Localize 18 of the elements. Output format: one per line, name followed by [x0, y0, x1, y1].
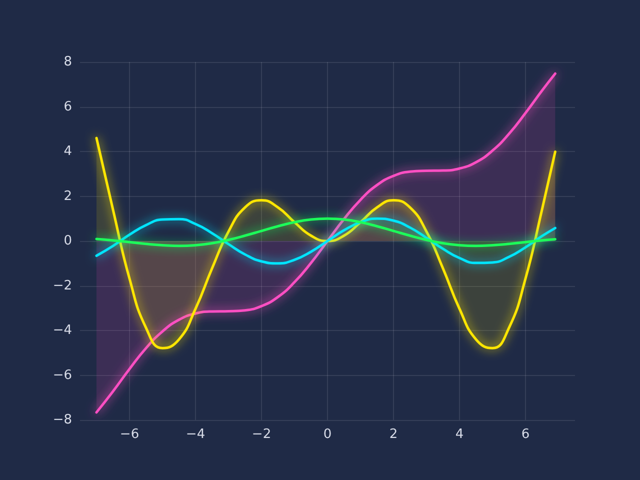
y-tick-label: −8 [52, 412, 72, 428]
x-tick-label: −4 [186, 427, 206, 442]
y-tick-label: −4 [52, 323, 72, 338]
y-tick-label: 0 [64, 234, 72, 248]
line-series [95, 217, 556, 265]
line-series [95, 217, 556, 248]
x-tick-label: 0 [323, 427, 332, 442]
y-tick-label: 2 [64, 188, 72, 204]
y-tick-label: 4 [64, 144, 72, 159]
x-tick-label: 4 [455, 427, 464, 442]
y-tick-label: 8 [64, 54, 72, 70]
x-tick-label: −6 [120, 427, 140, 442]
y-tick-label: −6 [52, 368, 72, 383]
x-tick-label: 6 [521, 427, 530, 442]
x-tick-label: 2 [389, 427, 398, 442]
y-tick-label: −2 [52, 278, 72, 294]
x-tick-label: −2 [252, 427, 272, 442]
y-tick-label: 6 [64, 99, 72, 114]
